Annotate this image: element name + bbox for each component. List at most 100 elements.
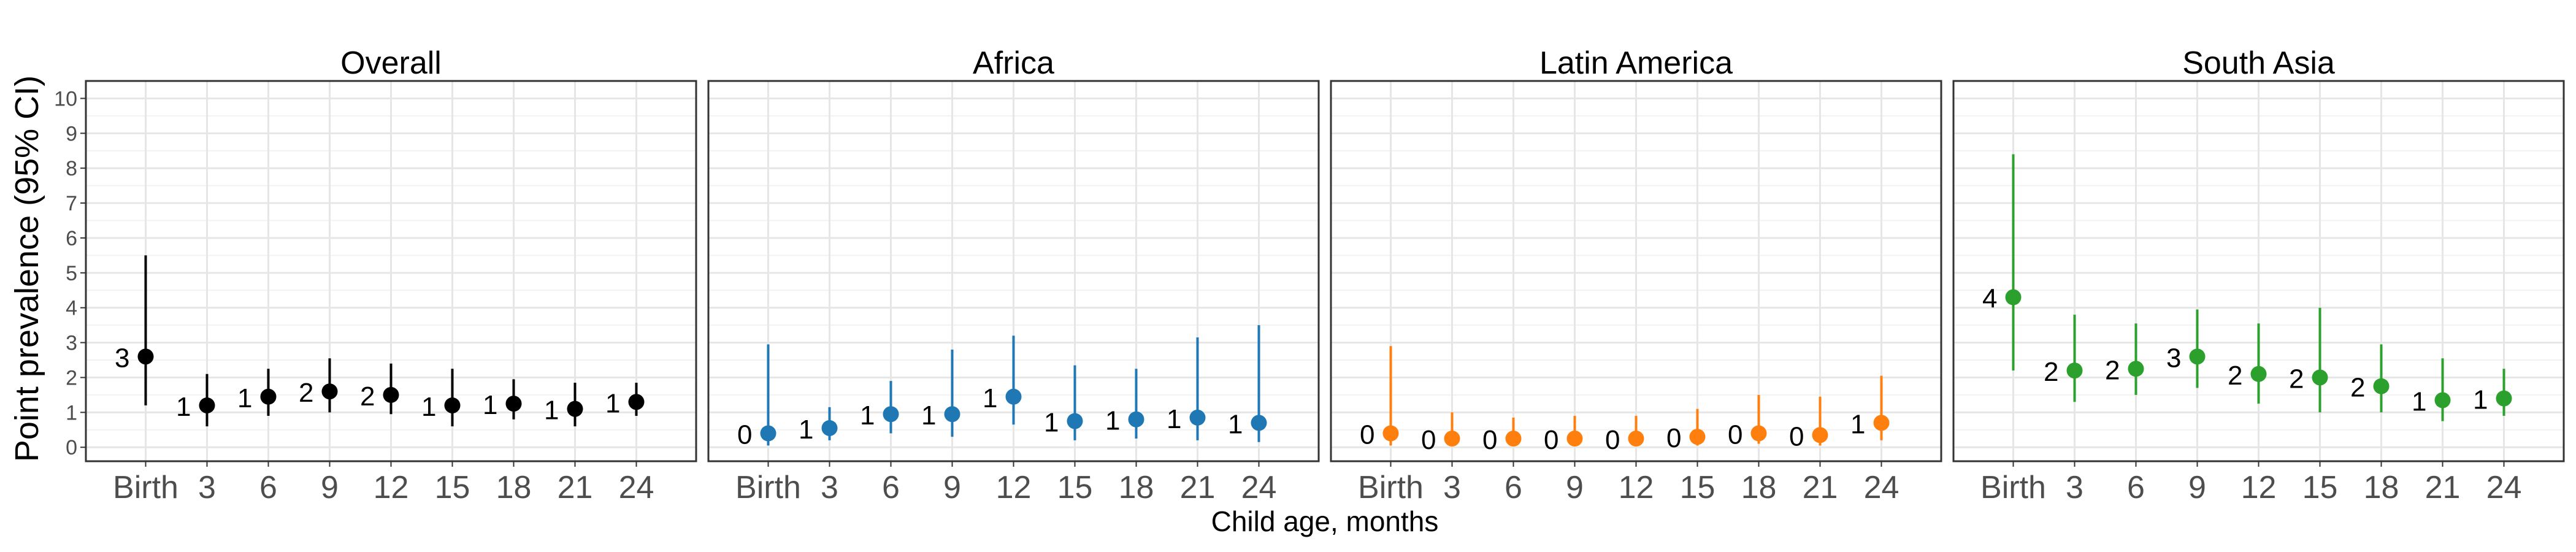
data-point bbox=[2373, 378, 2390, 394]
value-label: 0 bbox=[1482, 425, 1497, 455]
value-label: 1 bbox=[605, 388, 620, 418]
value-label: 1 bbox=[2412, 386, 2426, 416]
y-tick-label: 9 bbox=[66, 122, 77, 145]
value-label: 4 bbox=[1982, 284, 1997, 314]
data-point bbox=[883, 406, 899, 423]
value-label: 2 bbox=[299, 378, 313, 408]
x-tick-label: 18 bbox=[1119, 470, 1154, 505]
panel-title: Overall bbox=[340, 45, 442, 81]
data-point bbox=[760, 425, 776, 442]
data-point bbox=[1251, 415, 1267, 431]
value-label: 1 bbox=[1044, 408, 1059, 438]
data-point bbox=[1005, 388, 1022, 405]
data-point bbox=[1189, 409, 1206, 426]
panel-1: Africa Birth 3 6 9 12 15 18 21 24 0 1 1 1 1 1 1 1 1 bbox=[707, 45, 1320, 505]
panel-2: Latin America Birth 3 6 9 12 15 18 21 24 0 0 0 0 0 0 0 0 1 bbox=[1330, 45, 1942, 505]
x-tick-label: 12 bbox=[374, 470, 409, 505]
data-point bbox=[1628, 431, 1644, 447]
x-tick-label: Birth bbox=[1980, 470, 2046, 505]
x-tick-label: 9 bbox=[321, 470, 339, 505]
x-axis-title: Child age, months bbox=[1211, 505, 1439, 537]
data-point bbox=[2128, 361, 2144, 377]
data-point bbox=[2189, 348, 2206, 365]
value-label: 3 bbox=[115, 343, 129, 373]
x-tick-label: 21 bbox=[1180, 470, 1216, 505]
value-label: 0 bbox=[737, 420, 752, 450]
panel-border bbox=[1330, 80, 1942, 462]
value-label: 0 bbox=[1666, 423, 1681, 453]
x-tick-label: 24 bbox=[619, 470, 654, 505]
data-point bbox=[444, 397, 461, 413]
x-tick-label: 12 bbox=[996, 470, 1032, 505]
data-point bbox=[1382, 425, 1399, 442]
x-tick-label: 15 bbox=[2302, 470, 2338, 505]
x-tick-label: 18 bbox=[2364, 470, 2399, 505]
data-point bbox=[1566, 431, 1583, 447]
value-label: 1 bbox=[421, 392, 436, 422]
value-label: 2 bbox=[2228, 361, 2242, 391]
data-point bbox=[1444, 431, 1460, 447]
x-tick-label: 15 bbox=[435, 470, 470, 505]
data-point bbox=[1873, 415, 1890, 431]
x-tick-label: 12 bbox=[2241, 470, 2277, 505]
data-point bbox=[2250, 366, 2267, 382]
value-label: 0 bbox=[1360, 420, 1374, 450]
value-label: 1 bbox=[176, 392, 191, 422]
x-tick-label: 6 bbox=[2127, 470, 2145, 505]
x-tick-label: 3 bbox=[821, 470, 838, 505]
value-label: 1 bbox=[799, 415, 813, 445]
data-point bbox=[2434, 392, 2451, 408]
x-tick-label: 21 bbox=[1803, 470, 1838, 505]
data-point bbox=[2066, 362, 2083, 379]
value-label: 0 bbox=[1605, 425, 1620, 455]
data-point bbox=[2312, 369, 2328, 386]
x-tick-label: 21 bbox=[2425, 470, 2461, 505]
value-label: 1 bbox=[1105, 406, 1120, 436]
data-point bbox=[383, 386, 399, 403]
value-label: 1 bbox=[860, 401, 875, 431]
y-tick-label: 4 bbox=[66, 297, 77, 320]
x-tick-label: 3 bbox=[198, 470, 216, 505]
x-tick-label: 15 bbox=[1680, 470, 1715, 505]
x-tick-label: 6 bbox=[1505, 470, 1522, 505]
x-tick-label: 24 bbox=[1864, 470, 1899, 505]
x-tick-label: 21 bbox=[558, 470, 593, 505]
x-tick-label: 6 bbox=[882, 470, 900, 505]
panel-border bbox=[85, 80, 697, 462]
value-label: 3 bbox=[2166, 343, 2181, 373]
x-tick-label: Birth bbox=[1358, 470, 1424, 505]
value-label: 0 bbox=[1728, 420, 1742, 450]
data-point bbox=[2005, 289, 2022, 305]
y-tick-label: 2 bbox=[66, 366, 77, 389]
y-tick-label: 1 bbox=[66, 401, 77, 424]
data-point bbox=[505, 396, 522, 412]
value-label: 1 bbox=[1167, 404, 1181, 434]
x-tick-label: 15 bbox=[1057, 470, 1093, 505]
data-point bbox=[2496, 390, 2512, 407]
y-tick-label: 10 bbox=[54, 87, 77, 110]
data-point bbox=[628, 394, 645, 410]
x-tick-label: 6 bbox=[259, 470, 277, 505]
y-tick-label: 3 bbox=[66, 332, 77, 355]
value-label: 0 bbox=[1544, 425, 1558, 455]
x-tick-label: 9 bbox=[1566, 470, 1584, 505]
x-tick-label: 24 bbox=[1241, 470, 1277, 505]
x-tick-label: Birth bbox=[113, 470, 178, 505]
y-tick-label: 0 bbox=[66, 436, 77, 459]
value-label: 1 bbox=[921, 401, 936, 431]
x-tick-label: 9 bbox=[2188, 470, 2206, 505]
data-point bbox=[137, 348, 154, 365]
value-label: 2 bbox=[360, 381, 375, 412]
value-label: 2 bbox=[2105, 355, 2120, 385]
value-label: 2 bbox=[2289, 364, 2304, 394]
value-label: 1 bbox=[483, 390, 497, 420]
x-tick-label: 24 bbox=[2486, 470, 2522, 505]
y-tick-label: 7 bbox=[66, 192, 77, 215]
value-label: 1 bbox=[237, 383, 252, 413]
value-label: 1 bbox=[1850, 409, 1865, 439]
data-point bbox=[1067, 413, 1083, 429]
value-label: 1 bbox=[1228, 409, 1243, 439]
